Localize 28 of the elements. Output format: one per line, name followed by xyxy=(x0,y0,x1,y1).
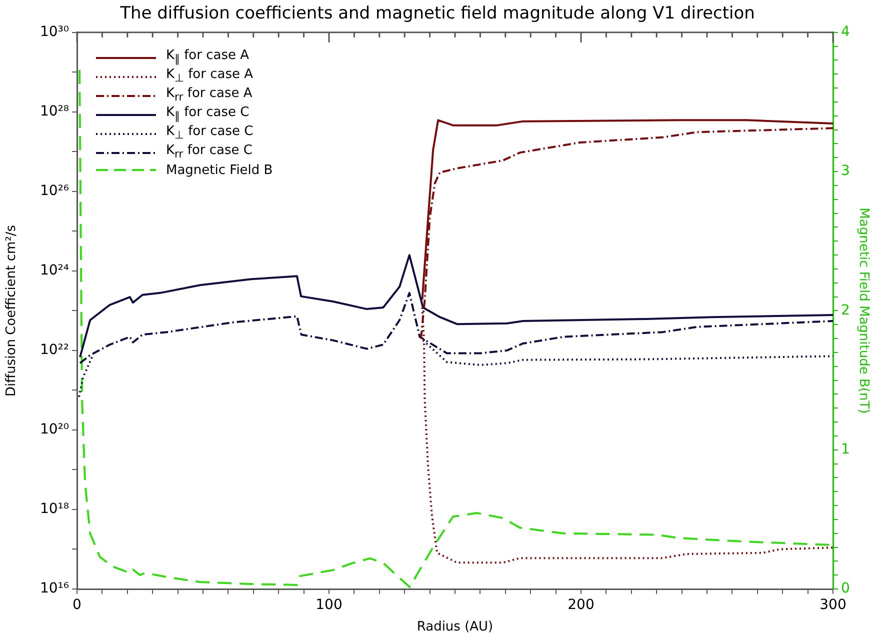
chart-title: The diffusion coefficients and magnetic field magnitude along V1 direction xyxy=(119,4,755,24)
x-axis-title: Radius (AU) xyxy=(416,620,494,635)
x-tick-label: 300 xyxy=(820,597,846,614)
y-tick-label: 10¹⁶ xyxy=(40,580,70,597)
y-tick-label: 10³⁰ xyxy=(40,24,70,40)
x-tick-label: 200 xyxy=(568,597,594,614)
legend-label: Magnetic Field B xyxy=(166,162,273,178)
y2-tick-label: 4 xyxy=(841,24,850,40)
x-tick-label: 100 xyxy=(316,597,342,614)
y-tick-label: 10²² xyxy=(40,342,69,358)
legend-label: K$_{∥}$ for case A xyxy=(166,48,250,68)
y-tick-label: 10¹⁸ xyxy=(40,501,70,518)
y-tick-label: 10²⁴ xyxy=(40,262,70,279)
y2-tick-label: 0 xyxy=(841,580,850,597)
y-axis-title: Diffusion Coefficient cm²/s xyxy=(4,224,20,396)
legend-label: K$_{∥}$ for case C xyxy=(166,105,250,124)
legend-label: K$_{rr}$ for case A xyxy=(166,86,252,106)
y2-tick-label: 1 xyxy=(841,441,850,458)
y2-tick-label: 2 xyxy=(841,302,850,318)
legend-label: K$_{⊥}$ for case C xyxy=(166,124,254,144)
legend-label: K$_{⊥}$ for case A xyxy=(166,67,254,86)
y2-tick-label: 3 xyxy=(841,163,850,180)
y-tick-label: 10²⁶ xyxy=(40,183,70,200)
legend-label: K$_{rr}$ for case C xyxy=(166,143,252,163)
x-tick-label: 0 xyxy=(72,597,82,614)
y-tick-label: 10²⁰ xyxy=(40,422,70,438)
y-tick-label: 10²⁸ xyxy=(40,104,70,120)
y2-axis-title: Magnetic Field Magnitude B(nT) xyxy=(856,208,871,414)
